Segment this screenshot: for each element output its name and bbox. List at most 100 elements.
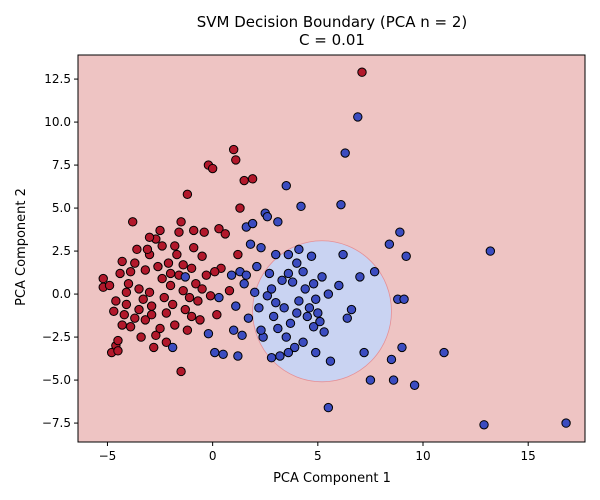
chart-title-line-1: SVM Decision Boundary (PCA n = 2) bbox=[197, 13, 468, 31]
scatter-point-class-0 bbox=[127, 217, 138, 227]
scatter-point-class-0 bbox=[159, 292, 169, 303]
scatter-point-class-0 bbox=[195, 315, 205, 325]
scatter-point-class-1 bbox=[256, 325, 266, 335]
scatter-point-class-1 bbox=[292, 308, 302, 318]
scatter-point-class-0 bbox=[109, 306, 119, 316]
scatter-point-class-0 bbox=[228, 144, 239, 155]
scatter-point-class-1 bbox=[294, 244, 304, 255]
scatter-point-class-0 bbox=[197, 251, 207, 261]
scatter-points bbox=[98, 67, 571, 430]
scatter-point-class-0 bbox=[149, 342, 159, 353]
scatter-point-class-1 bbox=[336, 199, 346, 210]
scatter-point-class-0 bbox=[117, 256, 127, 267]
scatter-point-class-1 bbox=[338, 249, 348, 260]
scatter-point-class-1 bbox=[485, 246, 496, 256]
scatter-point-class-1 bbox=[210, 347, 220, 358]
scatter-point-class-0 bbox=[121, 299, 132, 310]
scatter-point-class-0 bbox=[134, 284, 144, 294]
scatter-point-class-0 bbox=[189, 225, 199, 236]
y-tick-label: −7.5 bbox=[42, 416, 71, 430]
scatter-point-class-1 bbox=[252, 261, 262, 272]
scatter-point-class-1 bbox=[218, 349, 228, 359]
scatter-point-class-0 bbox=[165, 268, 176, 279]
scatter-point-class-1 bbox=[340, 148, 350, 158]
scatter-point-class-1 bbox=[266, 353, 277, 363]
scatter-point-class-0 bbox=[199, 227, 209, 237]
scatter-point-class-0 bbox=[134, 304, 144, 315]
scatter-point-class-0 bbox=[193, 296, 203, 306]
scatter-point-class-1 bbox=[243, 313, 254, 323]
plot-frame bbox=[77, 54, 586, 443]
x-axis: −5 0 5 10 15 bbox=[99, 442, 536, 463]
scatter-point-class-0 bbox=[178, 285, 188, 296]
scatter-point-class-0 bbox=[117, 320, 127, 330]
scatter-point-class-0 bbox=[174, 227, 184, 237]
scatter-point-class-1 bbox=[203, 328, 214, 339]
scatter-point-class-0 bbox=[239, 175, 249, 186]
scatter-point-class-1 bbox=[399, 294, 409, 304]
scatter-point-class-1 bbox=[245, 239, 256, 249]
scatter-point-class-0 bbox=[115, 268, 125, 279]
scatter-point-class-1 bbox=[283, 249, 294, 260]
scatter-point-class-1 bbox=[355, 272, 365, 282]
scatter-point-class-1 bbox=[294, 296, 304, 306]
scatter-point-class-1 bbox=[334, 280, 344, 291]
scatter-point-class-1 bbox=[239, 279, 249, 289]
scatter-point-class-1 bbox=[439, 347, 449, 358]
scatter-point-class-0 bbox=[140, 315, 151, 325]
scatter-point-class-0 bbox=[146, 310, 157, 320]
chart-title-line-2: C = 0.01 bbox=[299, 31, 365, 49]
scatter-point-class-0 bbox=[151, 330, 161, 341]
scatter-point-class-0 bbox=[163, 258, 174, 268]
scatter-point-class-1 bbox=[271, 297, 281, 308]
scatter-point-class-0 bbox=[186, 263, 197, 273]
scatter-point-class-0 bbox=[123, 279, 134, 289]
scatter-point-class-0 bbox=[191, 279, 201, 289]
scatter-point-class-0 bbox=[172, 249, 182, 260]
scatter-point-class-1 bbox=[479, 420, 489, 430]
scatter-point-class-1 bbox=[325, 356, 336, 366]
scatter-point-class-0 bbox=[157, 241, 167, 251]
scatter-point-class-0 bbox=[121, 287, 132, 298]
y-tick-label: 10.0 bbox=[44, 115, 71, 129]
scatter-point-class-1 bbox=[233, 351, 243, 361]
y-tick-label: 5.0 bbox=[52, 201, 71, 215]
x-tick-label: 0 bbox=[209, 449, 217, 463]
y-tick-label: −5.0 bbox=[42, 373, 71, 387]
scatter-point-class-1 bbox=[323, 402, 334, 413]
scatter-point-class-1 bbox=[271, 249, 281, 260]
scatter-point-class-0 bbox=[182, 325, 193, 335]
scatter-point-class-0 bbox=[220, 229, 230, 239]
scatter-point-class-0 bbox=[214, 224, 224, 234]
y-tick-label: 0.0 bbox=[52, 287, 71, 301]
plot-area bbox=[77, 54, 586, 443]
scatter-point-class-0 bbox=[146, 301, 157, 311]
scatter-point-class-1 bbox=[231, 301, 241, 311]
scatter-point-class-0 bbox=[224, 285, 235, 296]
scatter-point-class-1 bbox=[401, 251, 411, 261]
scatter-point-class-1 bbox=[300, 284, 310, 294]
scatter-point-class-0 bbox=[182, 189, 193, 200]
scatter-point-class-1 bbox=[247, 218, 258, 229]
scatter-point-class-1 bbox=[342, 313, 352, 323]
scatter-point-class-0 bbox=[136, 332, 146, 342]
scatter-point-class-1 bbox=[353, 112, 363, 122]
scatter-point-class-0 bbox=[113, 335, 123, 346]
scatter-point-class-1 bbox=[277, 275, 287, 286]
scatter-point-class-1 bbox=[311, 294, 321, 304]
scatter-point-class-0 bbox=[357, 67, 367, 77]
scatter-point-class-1 bbox=[369, 267, 380, 277]
scatter-point-class-1 bbox=[397, 342, 407, 353]
scatter-point-class-0 bbox=[165, 280, 176, 291]
scatter-point-class-1 bbox=[283, 347, 294, 358]
scatter-point-class-1 bbox=[273, 217, 283, 227]
scatter-point-class-0 bbox=[125, 267, 136, 277]
scatter-point-class-1 bbox=[214, 292, 224, 303]
scatter-point-class-0 bbox=[170, 320, 180, 330]
scatter-point-class-1 bbox=[289, 342, 300, 353]
scatter-point-class-1 bbox=[561, 418, 571, 428]
scatter-point-class-0 bbox=[207, 163, 218, 174]
x-tick-label: 15 bbox=[521, 449, 536, 463]
scatter-point-class-1 bbox=[302, 311, 313, 322]
